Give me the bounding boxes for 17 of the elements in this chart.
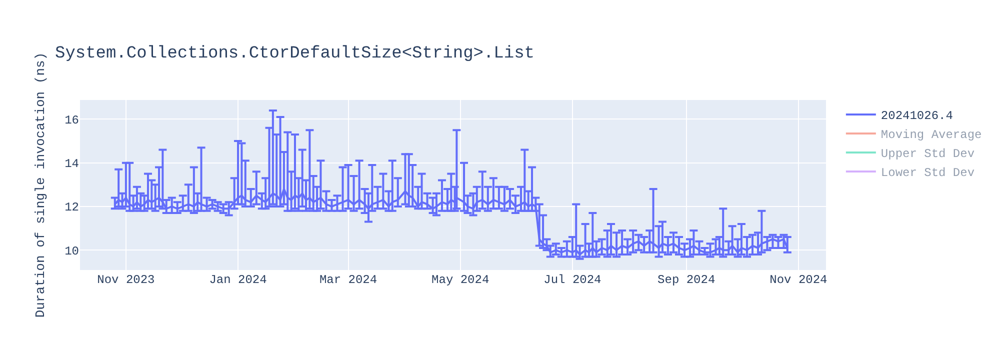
x-tick-label: Mar 2024: [319, 273, 378, 287]
y-tick-label: 12: [64, 200, 79, 215]
x-tick-label: May 2024: [432, 273, 490, 287]
legend-label: 20241026.4: [880, 109, 953, 124]
legend-label: Lower Std Dev: [880, 166, 975, 180]
x-tick-label: Nov 2024: [770, 273, 828, 287]
y-tick-label: 10: [64, 244, 79, 258]
x-tick-label: Sep 2024: [658, 273, 716, 287]
y-axis-title: Duration of single invocation (ns): [33, 52, 48, 318]
x-tick-label: Nov 2023: [97, 273, 155, 287]
y-tick-label: 16: [64, 113, 79, 128]
y-tick-label: 14: [64, 157, 79, 172]
chart-title: System.Collections.CtorDefaultSize<String>.List: [55, 44, 534, 64]
x-tick-label: Jul 2024: [544, 273, 602, 287]
legend-label: Moving Average: [880, 128, 982, 142]
legend-label: Upper Std Dev: [880, 147, 975, 162]
x-tick-label: Jan 2024: [209, 273, 267, 287]
